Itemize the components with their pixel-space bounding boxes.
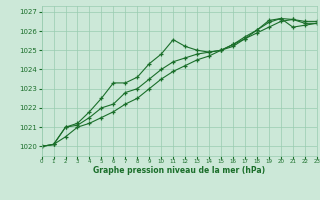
- X-axis label: Graphe pression niveau de la mer (hPa): Graphe pression niveau de la mer (hPa): [93, 166, 265, 175]
